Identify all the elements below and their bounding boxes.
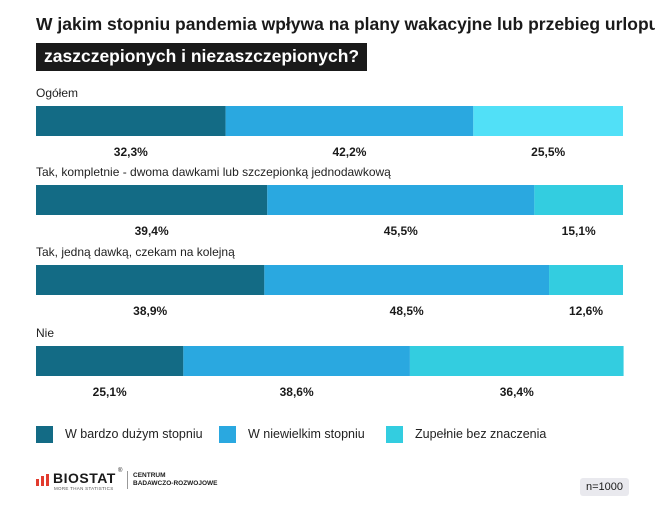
legend-label: W bardzo dużym stopniu <box>65 427 203 441</box>
bar-segment <box>225 106 474 136</box>
data-label: 36,4% <box>500 385 534 399</box>
bar-chart-logo-icon <box>36 474 49 486</box>
bar-segment <box>473 106 623 136</box>
legend-swatch-none <box>386 426 403 443</box>
stacked-bar-chart: Ogółem 32,3% 42,2% 25,5% Tak, kompletnie - d… <box>36 86 624 399</box>
data-label: 38,9% <box>133 304 167 318</box>
data-label: 15,1% <box>562 224 596 238</box>
biostat-logo: BIOSTAT ® MORE THAN STATISTICS CENTRUM B… <box>36 468 236 492</box>
chart-title-line1: W jakim stopniu pandemia wpływa na plany… <box>36 14 655 34</box>
data-label: 48,5% <box>390 304 424 318</box>
bar-segment <box>267 185 535 215</box>
bar-segment <box>183 346 410 376</box>
category-label: Tak, kompletnie - dwoma dawkami lub szcz… <box>36 165 391 179</box>
data-label: 45,5% <box>384 224 418 238</box>
logo-divider <box>127 471 128 489</box>
bar-segment <box>264 265 550 295</box>
brand-tagline: MORE THAN STATISTICS <box>54 486 114 491</box>
chart-title-line2: zaszczepionych i niezaszczepionych? <box>36 43 368 71</box>
data-label: 25,5% <box>531 145 565 159</box>
category-label: Ogółem <box>36 86 78 100</box>
legend-label: W niewielkim stopniu <box>248 427 365 441</box>
bar-segment <box>36 265 265 295</box>
bar-segment <box>36 346 184 376</box>
legend-label: Zupełnie bez znaczenia <box>415 427 547 441</box>
data-label: 25,1% <box>93 385 127 399</box>
brand-subtitle-line1: CENTRUM <box>133 472 166 479</box>
bar-segment <box>36 106 226 136</box>
brand-subtitle-line2: BADAWCZO-ROZWOJOWE <box>133 480 218 487</box>
data-label: 39,4% <box>135 224 169 238</box>
data-label: 38,6% <box>280 385 314 399</box>
data-label: 42,2% <box>332 145 366 159</box>
brand-name: BIOSTAT <box>53 470 116 486</box>
bar-segment <box>409 346 624 376</box>
category-label: Nie <box>36 326 54 340</box>
data-label: 12,6% <box>569 304 603 318</box>
bar-segment <box>36 185 268 215</box>
category-label: Tak, jedną dawką, czekam na kolejną <box>36 245 235 259</box>
legend-swatch-small <box>219 426 236 443</box>
bar-segment <box>549 265 623 295</box>
data-label: 32,3% <box>114 145 148 159</box>
legend-swatch-very-large <box>36 426 53 443</box>
sample-size-badge: n=1000 <box>580 478 630 496</box>
brand-subtitle: CENTRUM BADAWCZO-ROZWOJOWE <box>133 472 218 488</box>
bar-segment <box>534 185 623 215</box>
registered-mark: ® <box>118 468 123 474</box>
